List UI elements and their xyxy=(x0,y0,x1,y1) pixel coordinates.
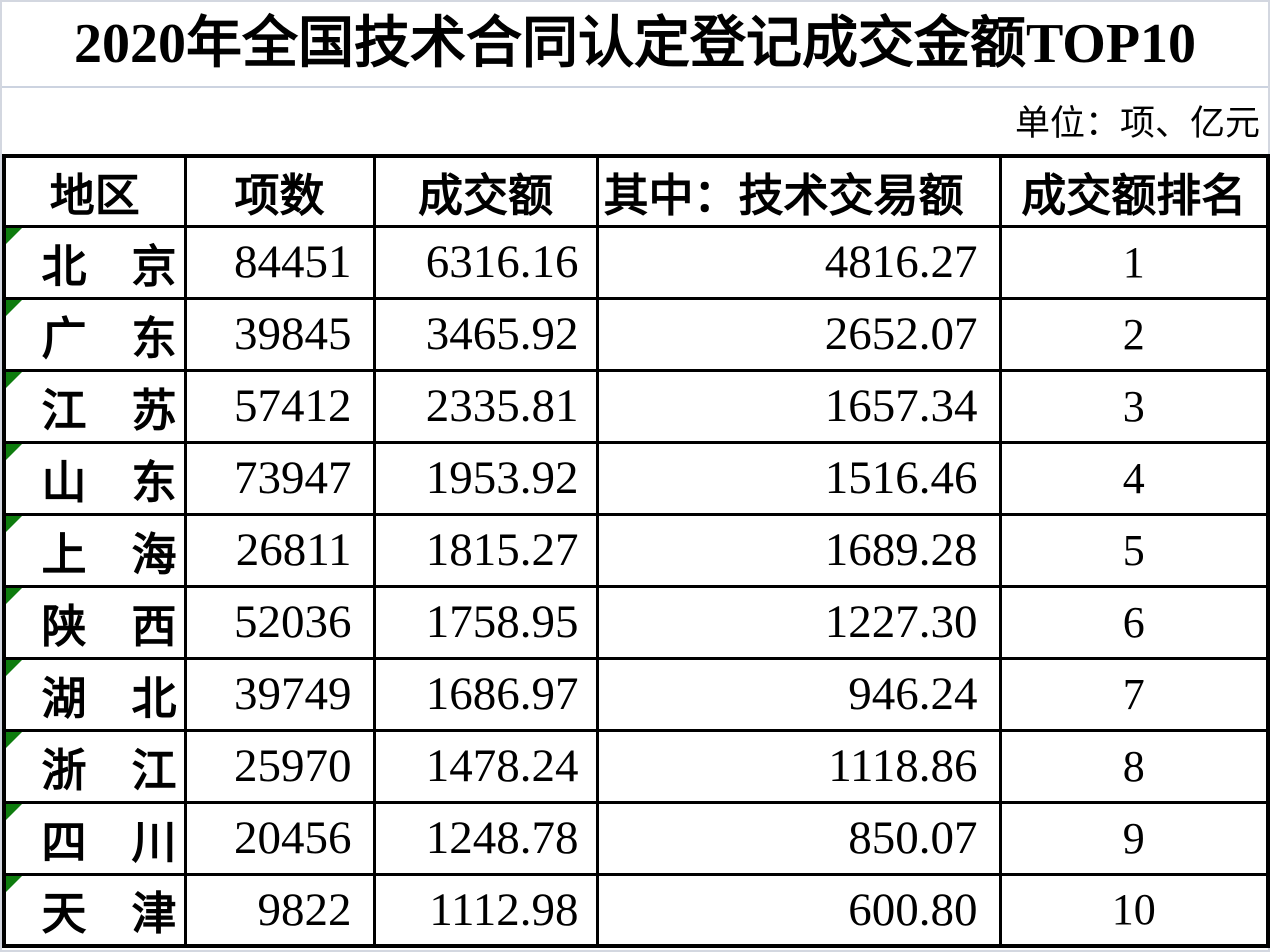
region-cell: 北 京 xyxy=(2,224,187,300)
amount-cell: 6316.16 xyxy=(372,224,599,300)
green-corner-indicator xyxy=(7,373,22,388)
column-header-tech-amount: 其中：技术交易额 xyxy=(595,154,1002,228)
rank-cell: 6 xyxy=(998,584,1270,660)
table-row: 湖 北 39749 1686.97 946.24 7 xyxy=(2,656,1270,732)
region-cell: 湖 北 xyxy=(2,656,187,732)
region-label: 四 川 xyxy=(41,817,177,868)
region-cell: 陕 西 xyxy=(2,584,187,660)
tech-amount-cell: 850.07 xyxy=(595,800,1002,876)
tech-amount-cell: 1118.86 xyxy=(595,728,1002,804)
amount-cell: 2335.81 xyxy=(372,368,599,444)
region-cell: 山 东 xyxy=(2,440,187,516)
green-corner-indicator xyxy=(7,733,22,748)
column-header-amount: 成交额 xyxy=(372,154,599,228)
table-row: 北 京 84451 6316.16 4816.27 1 xyxy=(2,224,1270,300)
tech-amount-cell: 1516.46 xyxy=(595,440,1002,516)
region-label: 天 津 xyxy=(41,889,177,940)
green-corner-indicator xyxy=(7,661,22,676)
amount-cell: 3465.92 xyxy=(372,296,599,372)
table-row: 上 海 26811 1815.27 1689.28 5 xyxy=(2,512,1270,588)
table-header-row: 地区 项数 成交额 其中：技术交易额 成交额排名 xyxy=(2,154,1270,228)
region-label: 江 苏 xyxy=(41,385,177,436)
region-label: 山 东 xyxy=(41,457,177,508)
region-cell: 天 津 xyxy=(2,872,187,948)
region-cell: 江 苏 xyxy=(2,368,187,444)
table-row: 陕 西 52036 1758.95 1227.30 6 xyxy=(2,584,1270,660)
rank-cell: 1 xyxy=(998,224,1270,300)
rank-cell: 10 xyxy=(998,872,1270,948)
rank-cell: 3 xyxy=(998,368,1270,444)
amount-cell: 1815.27 xyxy=(372,512,599,588)
rank-cell: 5 xyxy=(998,512,1270,588)
region-label: 广 东 xyxy=(41,313,177,364)
table-row: 广 东 39845 3465.92 2652.07 2 xyxy=(2,296,1270,372)
items-cell: 52036 xyxy=(183,584,376,660)
tech-amount-cell: 4816.27 xyxy=(595,224,1002,300)
table-body: 北 京 84451 6316.16 4816.27 1 广 东 39845 3465.92 26… xyxy=(2,224,1270,948)
column-header-region: 地区 xyxy=(2,154,187,228)
tech-amount-cell: 600.80 xyxy=(595,872,1002,948)
items-cell: 57412 xyxy=(183,368,376,444)
items-cell: 73947 xyxy=(183,440,376,516)
region-label: 浙 江 xyxy=(41,745,177,796)
column-header-items: 项数 xyxy=(183,154,376,228)
tech-amount-cell: 946.24 xyxy=(595,656,1002,732)
region-cell: 上 海 xyxy=(2,512,187,588)
table-row: 江 苏 57412 2335.81 1657.34 3 xyxy=(2,368,1270,444)
table-row: 山 东 73947 1953.92 1516.46 4 xyxy=(2,440,1270,516)
green-corner-indicator xyxy=(7,517,22,532)
column-header-rank: 成交额排名 xyxy=(998,154,1270,228)
title-gridline xyxy=(2,86,1268,88)
region-label: 上 海 xyxy=(41,529,177,580)
tech-amount-cell: 1227.30 xyxy=(595,584,1002,660)
items-cell: 39845 xyxy=(183,296,376,372)
amount-cell: 1953.92 xyxy=(372,440,599,516)
rank-cell: 4 xyxy=(998,440,1270,516)
amount-cell: 1686.97 xyxy=(372,656,599,732)
amount-cell: 1248.78 xyxy=(372,800,599,876)
items-cell: 26811 xyxy=(183,512,376,588)
region-label: 湖 北 xyxy=(41,673,177,724)
rank-cell: 7 xyxy=(998,656,1270,732)
rank-cell: 2 xyxy=(998,296,1270,372)
items-cell: 39749 xyxy=(183,656,376,732)
table-row: 浙 江 25970 1478.24 1118.86 8 xyxy=(2,728,1270,804)
items-cell: 25970 xyxy=(183,728,376,804)
amount-cell: 1758.95 xyxy=(372,584,599,660)
table-row: 天 津 9822 1112.98 600.80 10 xyxy=(2,872,1270,948)
tech-amount-cell: 2652.07 xyxy=(595,296,1002,372)
rank-cell: 9 xyxy=(998,800,1270,876)
green-corner-indicator xyxy=(7,805,22,820)
region-cell: 广 东 xyxy=(2,296,187,372)
green-corner-indicator xyxy=(7,229,22,244)
tech-amount-cell: 1689.28 xyxy=(595,512,1002,588)
amount-cell: 1478.24 xyxy=(372,728,599,804)
items-cell: 84451 xyxy=(183,224,376,300)
page-title: 2020年全国技术合同认定登记成交金额TOP10 xyxy=(73,13,1197,75)
region-label: 陕 西 xyxy=(41,601,177,652)
region-label: 北 京 xyxy=(41,241,177,292)
items-cell: 20456 xyxy=(183,800,376,876)
green-corner-indicator xyxy=(7,589,22,604)
top10-table: 地区 项数 成交额 其中：技术交易额 成交额排名 北 京 84451 6316.16… xyxy=(2,154,1270,948)
amount-cell: 1112.98 xyxy=(372,872,599,948)
table-row: 四 川 20456 1248.78 850.07 9 xyxy=(2,800,1270,876)
green-corner-indicator xyxy=(7,877,22,892)
unit-note: 单位：项、亿元 xyxy=(1014,104,1260,143)
green-corner-indicator xyxy=(7,301,22,316)
green-corner-indicator xyxy=(7,445,22,460)
region-cell: 四 川 xyxy=(2,800,187,876)
rank-cell: 8 xyxy=(998,728,1270,804)
items-cell: 9822 xyxy=(183,872,376,948)
tech-amount-cell: 1657.34 xyxy=(595,368,1002,444)
region-cell: 浙 江 xyxy=(2,728,187,804)
